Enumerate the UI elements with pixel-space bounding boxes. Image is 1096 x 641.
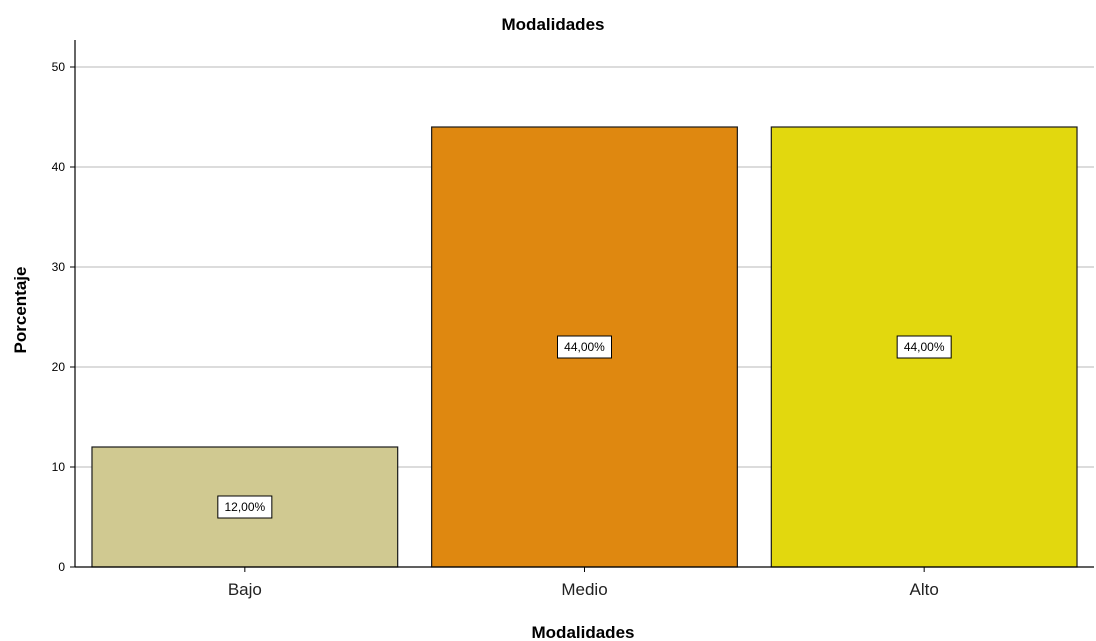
chart-title: Modalidades — [502, 15, 605, 34]
bars — [91, 126, 1078, 568]
data-labels: 12,00% 44,00% 44,00% — [217, 335, 952, 519]
x-axis-title: Modalidades — [532, 623, 635, 641]
y-tick-label: 40 — [52, 160, 66, 174]
data-label-box — [896, 335, 952, 359]
x-tick-label: Medio — [561, 580, 607, 599]
x-tick-label: Alto — [910, 580, 939, 599]
y-axis-title: Porcentaje — [11, 267, 30, 354]
data-label: 12,00% — [224, 500, 265, 514]
y-tick-label: 50 — [52, 60, 66, 74]
data-label-box — [217, 495, 273, 519]
x-tick-label: Bajo — [228, 580, 262, 599]
data-label-box — [557, 335, 612, 359]
data-label: 44,00% — [564, 340, 605, 354]
data-label: 44,00% — [904, 340, 945, 354]
y-tick-label: 0 — [58, 560, 65, 574]
y-tick-label: 30 — [52, 260, 66, 274]
y-tick-label: 20 — [52, 360, 66, 374]
y-tick-label: 10 — [52, 460, 66, 474]
axes: 0 10 20 30 40 50 Bajo Medio Alto — [52, 40, 1094, 599]
